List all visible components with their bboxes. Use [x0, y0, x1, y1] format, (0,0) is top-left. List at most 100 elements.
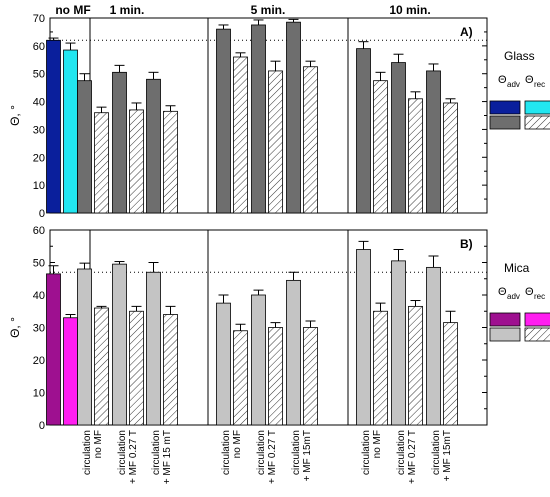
condition-label-line-1: circulation: [431, 430, 442, 475]
bar-adv: [286, 21, 301, 214]
y-tick-label: 70: [33, 13, 45, 25]
bar-rec: [268, 327, 283, 426]
bar-layer: [46, 18, 458, 426]
bar-adv: [46, 273, 61, 426]
condition-label-line-1: circulation: [256, 430, 267, 475]
legend-adv-subscript: adv: [507, 292, 520, 301]
legend-swatch-nomf-adv: [489, 100, 521, 115]
legend-rec-subscript: rec: [534, 292, 545, 301]
condition-label-line-1: circulation: [291, 430, 302, 475]
legend-adv-symbol: Θ: [498, 74, 507, 86]
condition-label: circulation + MF 0.27 T: [117, 430, 139, 484]
legend-rec-subscript: rec: [534, 80, 545, 89]
bar-rec: [443, 102, 458, 214]
bar-adv: [356, 48, 371, 214]
y-tick-label: 0: [39, 208, 45, 220]
bar-adv: [77, 268, 92, 426]
group-header: 10 min.: [389, 3, 430, 17]
bar-adv: [426, 70, 441, 214]
legend-title: Glass: [504, 49, 535, 63]
bar-rec: [94, 307, 109, 426]
y-tick-label: 10: [33, 180, 45, 192]
legend-adv-subscript: adv: [507, 80, 520, 89]
condition-label-line-2: no MF: [93, 430, 104, 458]
bar-rec: [408, 98, 423, 214]
bar-rec: [129, 109, 144, 214]
label-layer: 0 10 20 30 40 50 60 70 Θ, ° A) 0 10 20 30 40 50 60 Θ, ° B)…: [8, 3, 473, 484]
condition-label-line-1: circulation: [396, 430, 407, 475]
y-tick-label: 60: [33, 41, 45, 53]
y-tick-label: 30: [33, 124, 45, 136]
bar-rec: [373, 310, 388, 426]
condition-label-line-1: circulation: [117, 430, 128, 475]
bar-rec: [303, 66, 318, 214]
bar-adv: [251, 294, 266, 426]
bar-adv: [112, 263, 127, 426]
bar-rec: [163, 314, 178, 426]
y-tick-label: 30: [33, 323, 45, 335]
bar-adv: [146, 78, 161, 214]
condition-label-line-2: + MF 15mT: [442, 430, 453, 481]
bar-adv: [46, 39, 61, 214]
bar-rec: [63, 49, 78, 214]
y-tick-label: 50: [33, 258, 45, 270]
bar-adv: [286, 279, 301, 426]
condition-label-line-1: circulation: [151, 430, 162, 475]
condition-label: circulation + MF 0.27 T: [256, 430, 278, 484]
bar-adv: [216, 302, 231, 426]
legend-adv-symbol: Θ: [498, 286, 507, 298]
condition-label-line-1: circulation: [361, 430, 372, 475]
condition-label-line-2: no MF: [232, 430, 243, 458]
condition-label: circulation no MF: [361, 430, 383, 475]
y-tick-label: 60: [33, 225, 45, 237]
bar-rec: [303, 327, 318, 426]
legend-swatch-nomf-rec: [524, 312, 550, 327]
condition-label: circulation no MF: [82, 430, 104, 475]
legend-rec-symbol: Θ: [525, 74, 534, 86]
condition-label-line-1: circulation: [221, 430, 232, 475]
panel-label: B): [460, 237, 473, 251]
bar-rec: [63, 317, 78, 426]
bar-rec: [94, 112, 109, 214]
bar-adv: [391, 260, 406, 426]
bar-adv: [356, 249, 371, 426]
group-header: 1 min.: [110, 3, 145, 17]
bar-rec: [408, 305, 423, 426]
condition-label: circulation + MF 0.27 T: [396, 430, 418, 484]
y-tick-label: 20: [33, 152, 45, 164]
y-tick-label: 50: [33, 69, 45, 81]
bar-adv: [216, 28, 231, 214]
legend-swatch-rec: [524, 115, 550, 130]
condition-label-line-2: + MF 0.27 T: [128, 430, 139, 484]
panel-label: A): [460, 25, 473, 39]
legend-title: Mica: [504, 261, 530, 275]
legend-swatch-nomf-adv: [489, 312, 521, 327]
legend-swatch-adv: [489, 115, 521, 130]
bar-adv: [391, 62, 406, 214]
bar-rec: [129, 310, 144, 426]
bar-adv: [251, 24, 266, 214]
y-tick-label: 10: [33, 388, 45, 400]
bar-rec: [268, 70, 283, 214]
bar-rec: [163, 110, 178, 214]
condition-label: circulation + MF 15 mT: [151, 430, 173, 484]
bar-rec: [233, 56, 248, 214]
condition-label-line-2: + MF 0.27 T: [407, 430, 418, 484]
legend-rec-symbol: Θ: [525, 286, 534, 298]
legend-swatch-rec: [524, 327, 550, 342]
condition-label: circulation + MF 15mT: [431, 430, 453, 481]
bar-rec: [373, 80, 388, 214]
y-tick-label: 40: [33, 290, 45, 302]
condition-label-line-2: + MF 0.27 T: [267, 430, 278, 484]
condition-label-line-2: + MF 15 mT: [162, 430, 173, 484]
bar-rec: [443, 322, 458, 426]
y-tick-label: 40: [33, 97, 45, 109]
condition-label-line-1: circulation: [82, 430, 93, 475]
y-tick-label: 0: [39, 420, 45, 432]
bar-rec: [233, 330, 248, 426]
bar-adv: [77, 80, 92, 214]
condition-label: circulation no MF: [221, 430, 243, 475]
y-axis-label: Θ, °: [8, 317, 22, 338]
